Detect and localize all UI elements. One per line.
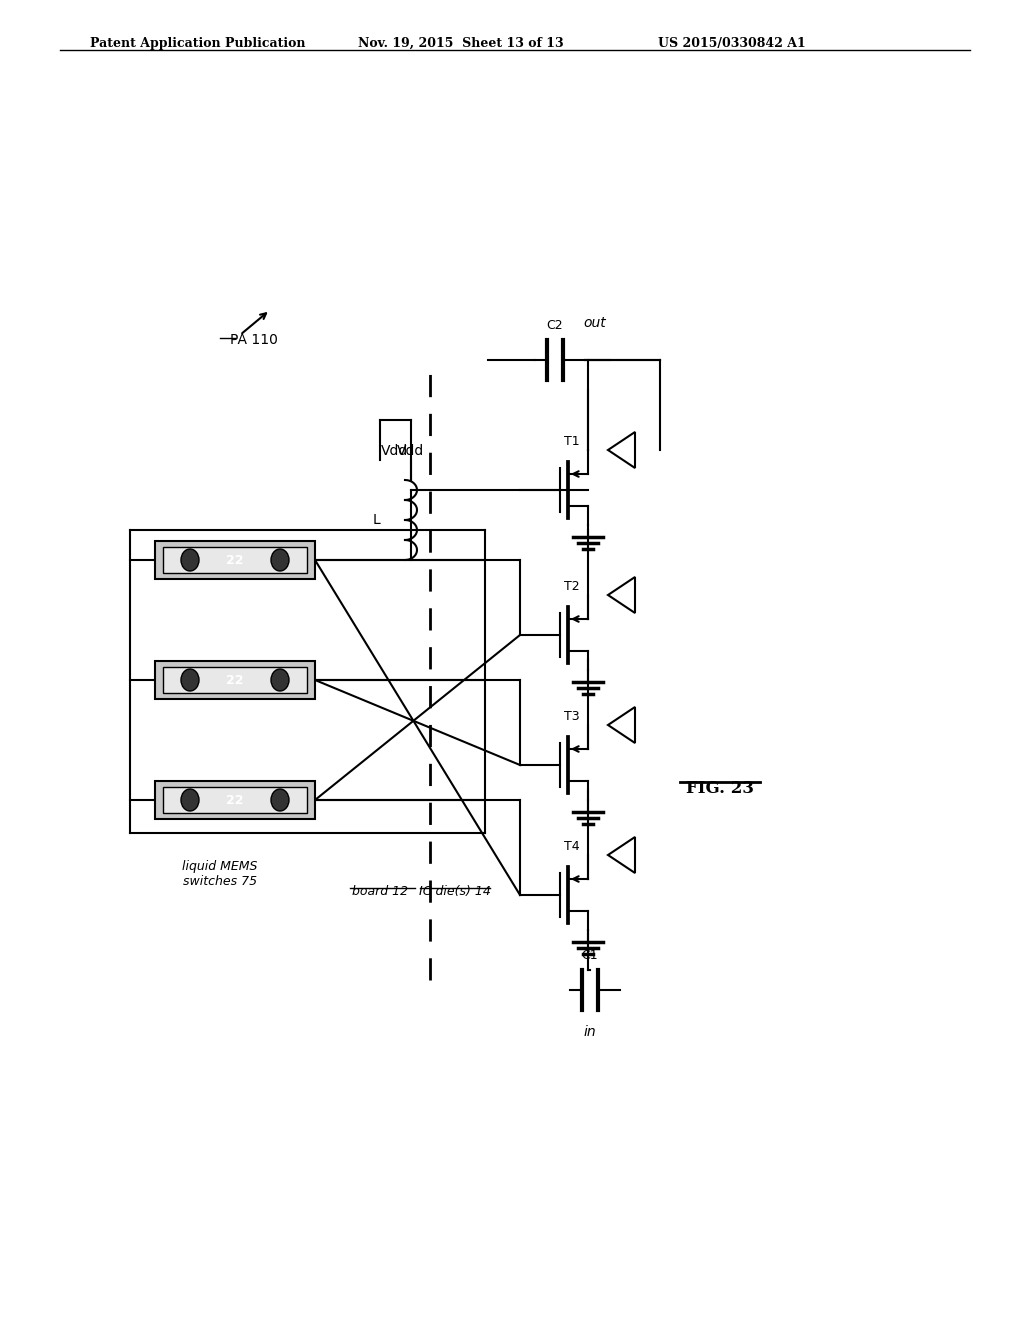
Text: board 12: board 12	[352, 884, 408, 898]
Ellipse shape	[271, 669, 289, 690]
Text: L: L	[373, 513, 380, 527]
Text: US 2015/0330842 A1: US 2015/0330842 A1	[658, 37, 806, 50]
Bar	[155, 781, 315, 818]
Text: FIG. 23: FIG. 23	[686, 780, 754, 797]
Ellipse shape	[181, 549, 199, 572]
Ellipse shape	[181, 789, 199, 810]
Bar	[163, 787, 307, 813]
Text: T4: T4	[564, 840, 580, 853]
Polygon shape	[608, 708, 635, 743]
Text: Patent Application Publication: Patent Application Publication	[90, 37, 305, 50]
Ellipse shape	[271, 549, 289, 572]
Text: 22: 22	[226, 793, 244, 807]
Text: T2: T2	[564, 579, 580, 593]
Text: C2: C2	[547, 319, 563, 333]
Polygon shape	[608, 837, 635, 873]
Text: Nov. 19, 2015  Sheet 13 of 13: Nov. 19, 2015 Sheet 13 of 13	[358, 37, 563, 50]
Text: 22: 22	[226, 673, 244, 686]
Bar	[155, 661, 315, 700]
Bar	[155, 541, 315, 579]
Ellipse shape	[181, 669, 199, 690]
Text: Vdd: Vdd	[397, 444, 425, 458]
Text: in: in	[584, 1026, 596, 1039]
Text: T1: T1	[564, 436, 580, 447]
Text: out: out	[584, 315, 606, 330]
Polygon shape	[608, 577, 635, 612]
Text: 22: 22	[226, 553, 244, 566]
Text: PA 110: PA 110	[230, 333, 278, 347]
Text: T3: T3	[564, 710, 580, 723]
Polygon shape	[608, 432, 635, 469]
Ellipse shape	[271, 789, 289, 810]
Text: C1: C1	[582, 949, 598, 962]
Text: Vdd: Vdd	[381, 444, 409, 458]
Bar	[163, 546, 307, 573]
Text: IC die(s) 14: IC die(s) 14	[419, 884, 490, 898]
Text: liquid MEMS
switches 75: liquid MEMS switches 75	[182, 861, 258, 888]
Bar	[163, 667, 307, 693]
